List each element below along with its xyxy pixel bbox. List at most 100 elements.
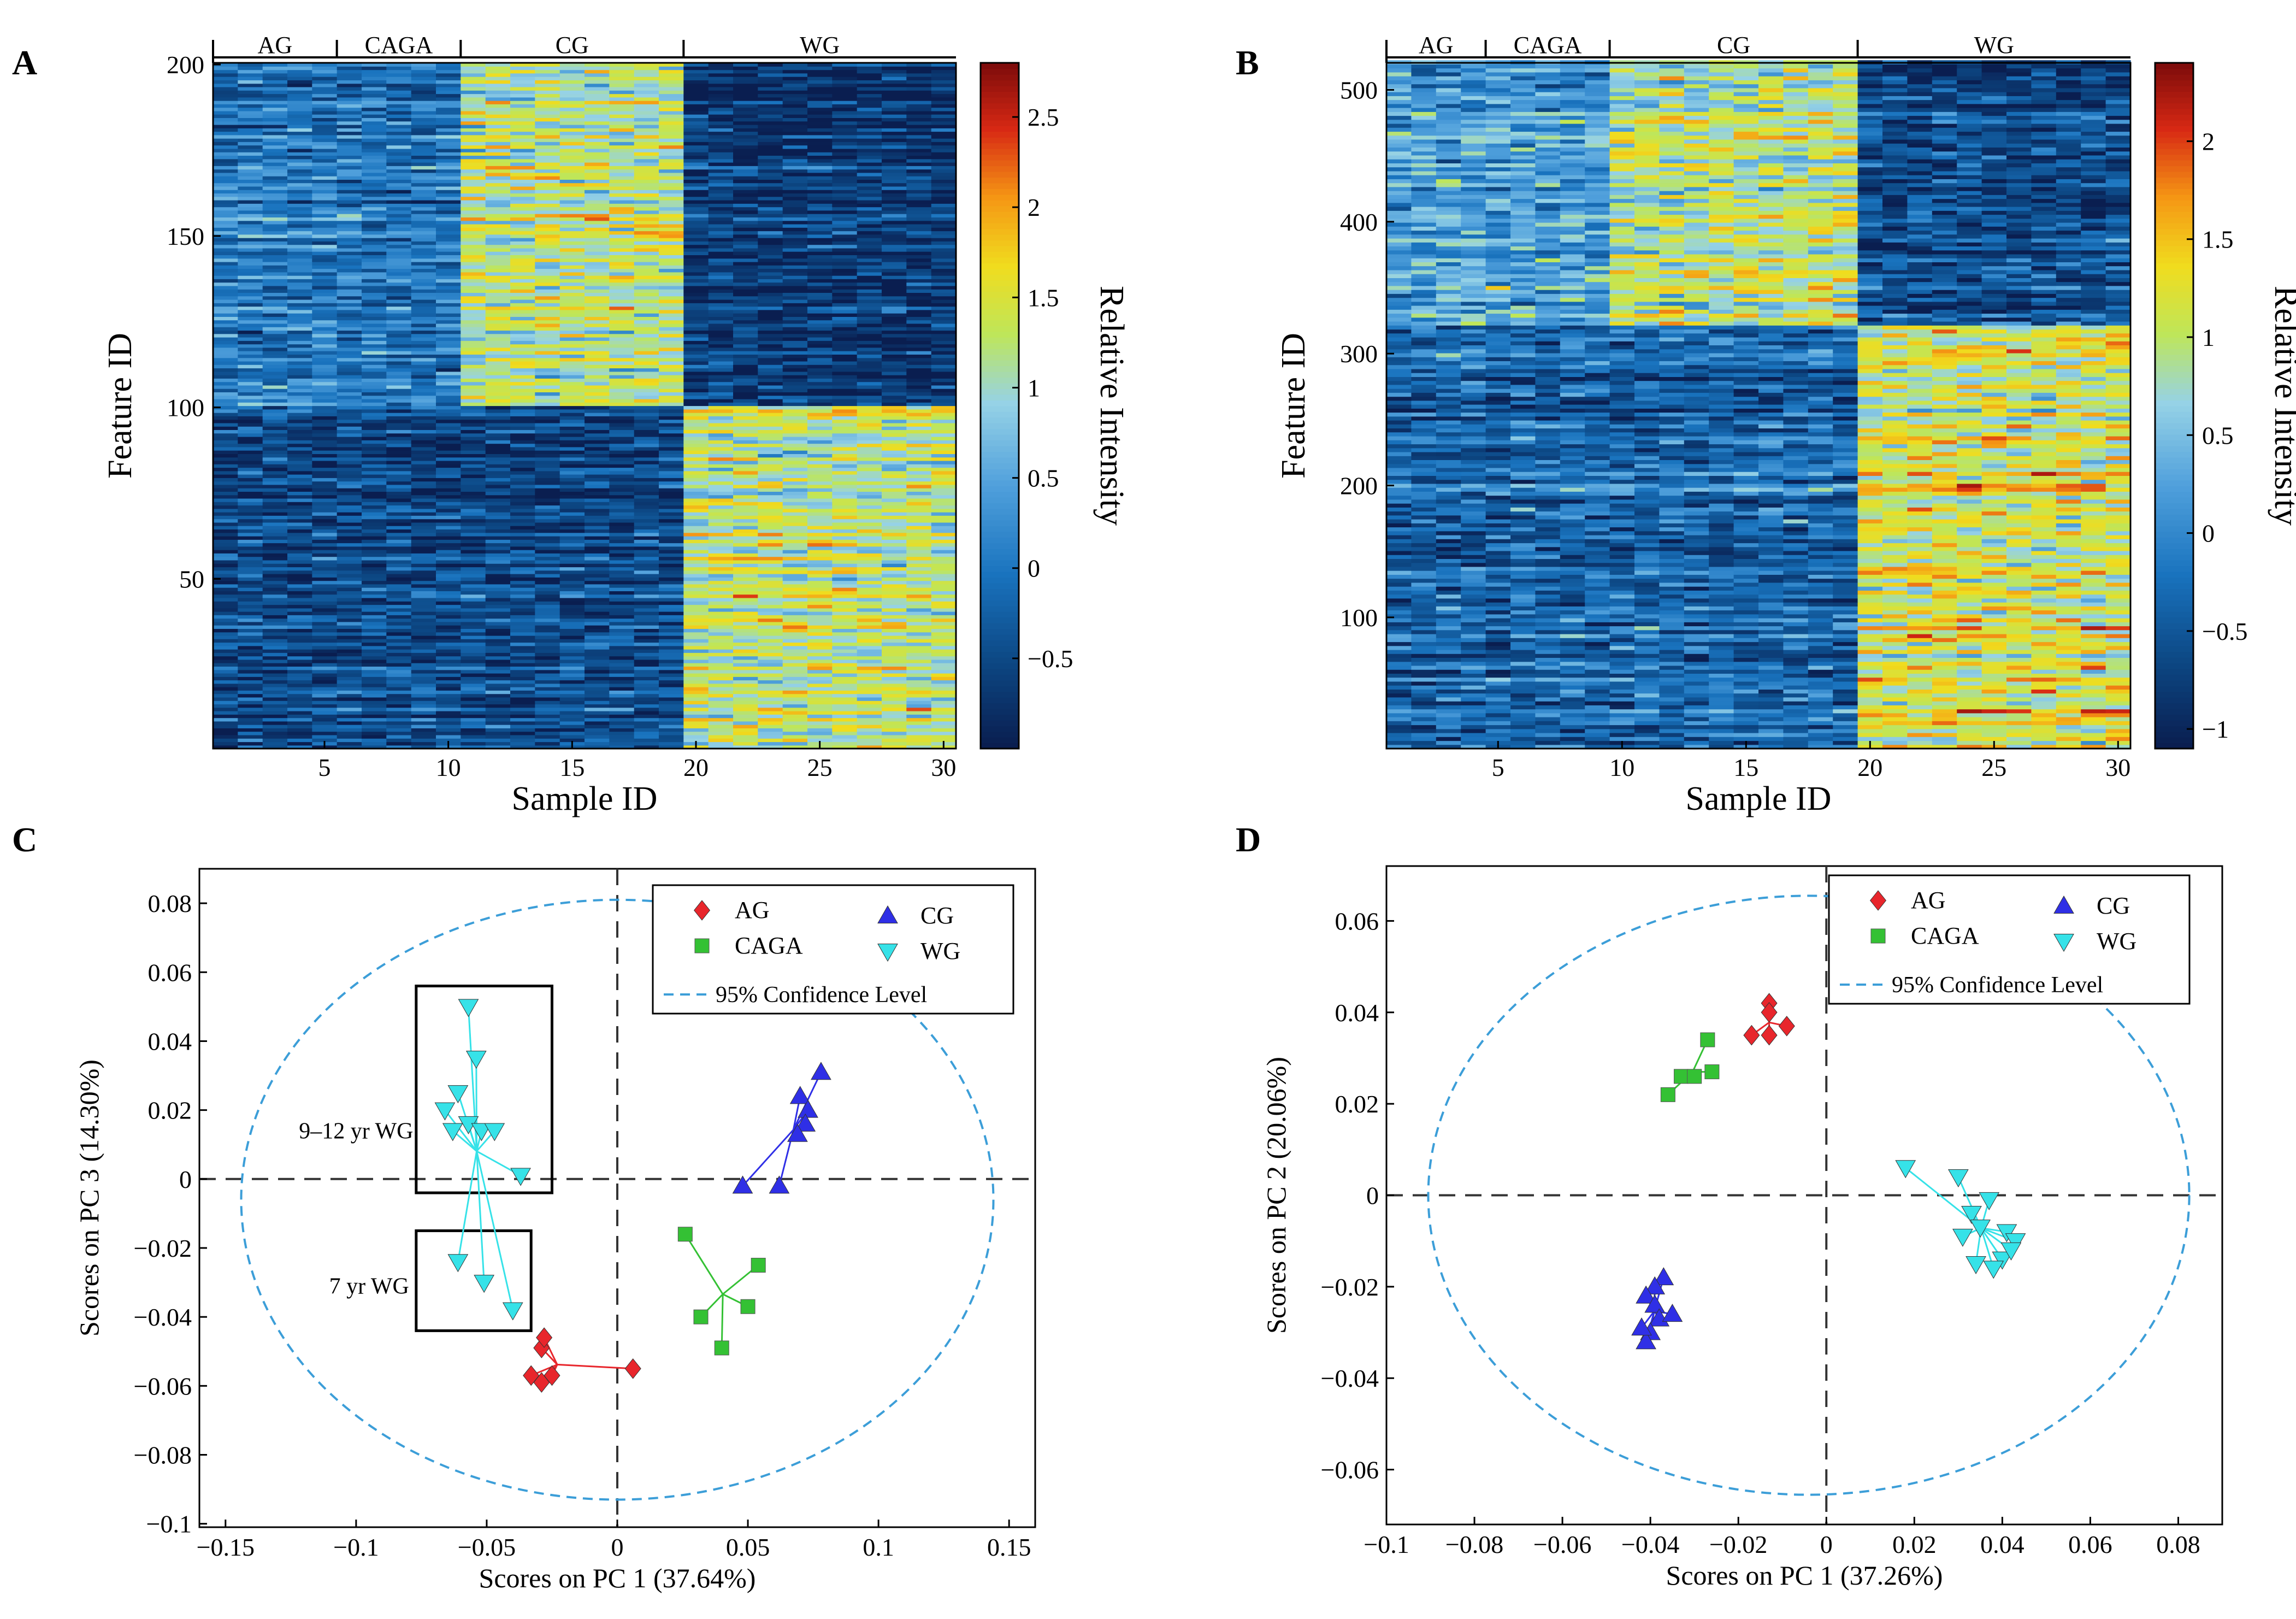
heatmap-cell — [634, 186, 659, 190]
heatmap-cell — [634, 481, 659, 485]
heatmap-cell — [882, 652, 907, 657]
heatmap-cell — [659, 450, 684, 454]
heatmap-cell — [362, 323, 387, 327]
heatmap-cell — [708, 526, 734, 529]
heatmap-cell — [510, 255, 535, 259]
heatmap-cell — [807, 190, 833, 194]
heatmap-cell — [238, 179, 263, 184]
heatmap-cell — [213, 309, 238, 314]
heatmap-cell — [931, 426, 957, 430]
heatmap-cell — [411, 519, 436, 523]
heatmap-cell — [535, 292, 560, 297]
heatmap-cell — [485, 351, 511, 355]
heatmap-cell — [362, 625, 387, 629]
heatmap-cell — [832, 437, 858, 440]
heatmap-cell — [906, 604, 932, 609]
heatmap-cell — [807, 683, 833, 687]
heatmap-cell — [337, 303, 362, 307]
heatmap-cell — [287, 368, 312, 372]
heatmap-cell — [312, 357, 338, 362]
heatmap-cell — [287, 207, 312, 211]
heatmap-cell — [832, 285, 858, 290]
heatmap-cell — [510, 574, 535, 578]
heatmap-cell — [238, 625, 263, 629]
heatmap-cell — [262, 251, 288, 255]
heatmap-cell — [857, 717, 882, 722]
heatmap-cell — [213, 591, 238, 595]
heatmap-cell — [585, 354, 610, 358]
heatmap-cell — [510, 536, 535, 540]
heatmap-cell — [634, 344, 659, 348]
heatmap-cell — [461, 632, 486, 636]
heatmap-cell — [262, 203, 288, 208]
heatmap-cell — [312, 604, 338, 609]
heatmap-cell — [238, 615, 263, 619]
heatmap-cell — [535, 289, 560, 293]
heatmap-cell — [659, 741, 684, 746]
heatmap-cell — [312, 532, 338, 537]
heatmap-cell — [436, 193, 461, 197]
heatmap-cell — [386, 615, 412, 619]
heatmap-cell — [585, 285, 610, 290]
heatmap-cell — [386, 196, 412, 201]
heatmap-cell — [683, 632, 709, 636]
heatmap-cell — [758, 563, 783, 568]
heatmap-cell — [857, 238, 882, 242]
heatmap-cell — [436, 344, 461, 348]
heatmap-cell — [832, 207, 858, 211]
heatmap-cell — [559, 543, 585, 547]
heatmap-cell — [758, 464, 783, 468]
heatmap-cell — [436, 426, 461, 430]
heatmap-cell — [535, 179, 560, 184]
heatmap-cell — [782, 299, 808, 303]
heatmap-cell — [708, 470, 734, 475]
heatmap-cell — [386, 467, 412, 472]
heatmap-cell — [436, 251, 461, 255]
heatmap-cell — [510, 413, 535, 416]
heatmap-cell — [609, 364, 635, 369]
heatmap-cell — [782, 587, 808, 591]
heatmap-cell — [906, 351, 932, 355]
heatmap-cell — [213, 238, 238, 242]
heatmap-cell — [659, 669, 684, 674]
heatmap-cell — [782, 556, 808, 561]
heatmap-cell — [461, 714, 486, 719]
heatmap-cell — [708, 505, 734, 509]
heatmap-cell — [386, 413, 412, 416]
heatmap-cell — [362, 526, 387, 529]
heatmap-cell — [634, 570, 659, 574]
heatmap-cell — [238, 604, 263, 609]
heatmap-cell — [659, 546, 684, 550]
heatmap-cell — [733, 481, 758, 485]
heatmap-cell — [312, 687, 338, 691]
heatmap-cell — [708, 258, 734, 262]
heatmap-cell — [683, 649, 709, 653]
heatmap-cell — [683, 601, 709, 605]
heatmap-cell — [312, 309, 338, 314]
heatmap-cell — [337, 570, 362, 574]
heatmap-cell — [733, 693, 758, 698]
heatmap-cell — [609, 505, 635, 509]
heatmap-cell — [213, 354, 238, 358]
heatmap-cell — [931, 704, 957, 708]
heatmap-cell — [857, 494, 882, 499]
heatmap-cell — [832, 320, 858, 324]
heatmap-cell — [906, 597, 932, 602]
heatmap-cell — [485, 488, 511, 492]
heatmap-cell — [931, 467, 957, 472]
heatmap-cell — [609, 728, 635, 732]
heatmap-cell — [807, 258, 833, 262]
heatmap-cell — [733, 502, 758, 506]
heatmap-cell — [733, 474, 758, 478]
heatmap-cell — [882, 731, 907, 735]
heatmap-cell — [337, 526, 362, 529]
heatmap-cell — [609, 388, 635, 392]
heatmap-cell — [906, 663, 932, 667]
heatmap-cell — [733, 652, 758, 657]
heatmap-cell — [782, 388, 808, 392]
heatmap-cell — [857, 279, 882, 283]
heatmap-cell — [485, 608, 511, 612]
heatmap-cell — [362, 635, 387, 639]
heatmap-cell — [510, 604, 535, 609]
heatmap-cell — [857, 186, 882, 190]
